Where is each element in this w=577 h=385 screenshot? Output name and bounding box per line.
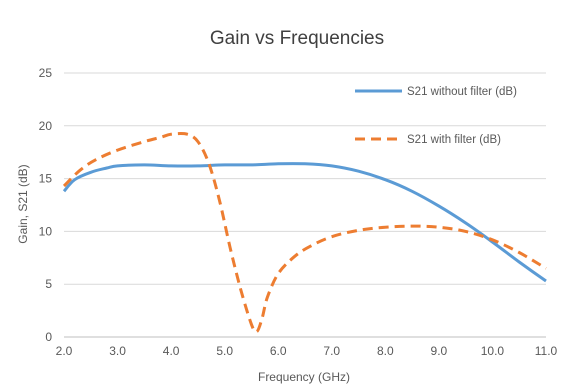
series-line-1: [62, 162, 547, 283]
x-tick-label: 10.0: [481, 344, 505, 358]
x-tick-label: 8.0: [377, 344, 394, 358]
x-tick-label: 11.0: [535, 344, 558, 358]
grid-layer: [64, 72, 546, 338]
x-tick-label: 4.0: [163, 344, 180, 358]
y-tick-label: 25: [39, 66, 53, 80]
x-axis-label: Frequency (GHz): [258, 370, 350, 384]
x-tick-labels: 2.0 3.0 4.0 5.0 6.0 7.0 8.0 9.0 10.0 11.0: [56, 344, 558, 358]
x-tick-label: 7.0: [323, 344, 340, 358]
y-tick-label: 15: [39, 172, 53, 186]
series-layer: [62, 132, 547, 334]
x-tick-label: 3.0: [109, 344, 126, 358]
legend-label: S21 without filter (dB): [407, 86, 517, 98]
y-tick-label: 10: [39, 224, 53, 238]
y-tick-label: 0: [45, 330, 52, 344]
series-line-2: [62, 132, 547, 334]
x-tick-label: 9.0: [431, 344, 448, 358]
chart-title: Gain vs Frequencies: [210, 28, 384, 49]
y-tick-label: 20: [39, 119, 53, 133]
y-tick-label: 5: [45, 277, 52, 291]
x-tick-label: 2.0: [56, 344, 73, 358]
y-axis-label: Gain, S21 (dB): [16, 164, 30, 243]
x-tick-label: 6.0: [270, 344, 287, 358]
legend-label: S21 with filter (dB): [407, 134, 501, 146]
x-tick-label: 5.0: [216, 344, 233, 358]
legend: S21 without filter (dB) S21 with filter (…: [355, 86, 517, 146]
y-tick-labels: 0 5 10 15 20 25: [39, 66, 53, 344]
